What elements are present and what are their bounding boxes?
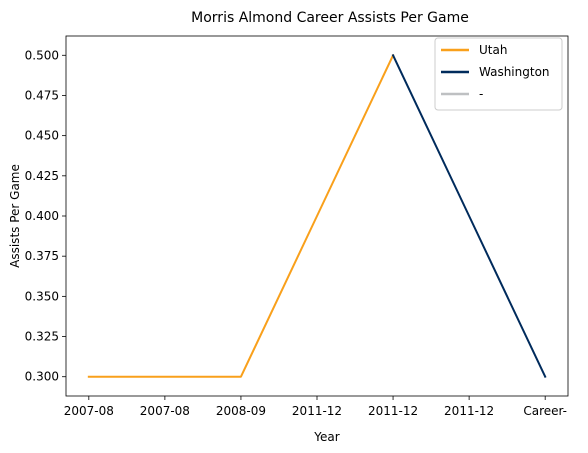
y-tick-label: 0.500 xyxy=(25,48,59,62)
y-tick-label: 0.450 xyxy=(25,129,59,143)
axes: 2007-08 2007-08 2008-09 2011-12 2011-12 2011-… xyxy=(25,35,569,418)
series-line-utah xyxy=(87,53,395,378)
y-tick-label: 0.325 xyxy=(25,330,59,344)
legend-label: - xyxy=(479,87,483,101)
x-axis-label: Year xyxy=(313,430,339,444)
x-tick-label: 2007-08 xyxy=(64,404,114,418)
legend-label: Washington xyxy=(479,65,550,79)
x-tick-label: 2011-12 xyxy=(292,404,342,418)
x-tick-label: 2008-09 xyxy=(216,404,266,418)
chart-title: Morris Almond Career Assists Per Game xyxy=(191,10,469,26)
x-tick-label: 2011-12 xyxy=(368,404,418,418)
legend-label: Utah xyxy=(479,43,507,57)
x-tick-label: 2007-08 xyxy=(140,404,190,418)
y-tick-label: 0.400 xyxy=(25,209,59,223)
y-tick-label: 0.475 xyxy=(25,88,59,102)
series-line-washington xyxy=(391,53,547,379)
x-tick-label: 2011-12 xyxy=(444,404,494,418)
legend-box xyxy=(434,37,563,111)
y-axis-label: Assists Per Game xyxy=(8,164,22,268)
plot-area xyxy=(87,53,547,379)
y-tick-label: 0.300 xyxy=(25,370,59,384)
x-tick-label: Career- xyxy=(523,404,567,418)
y-tick-label: 0.350 xyxy=(25,289,59,303)
y-tick-label: 0.375 xyxy=(25,249,59,263)
y-tick-label: 0.425 xyxy=(25,169,59,183)
legend: Utah Washington - xyxy=(434,37,563,111)
